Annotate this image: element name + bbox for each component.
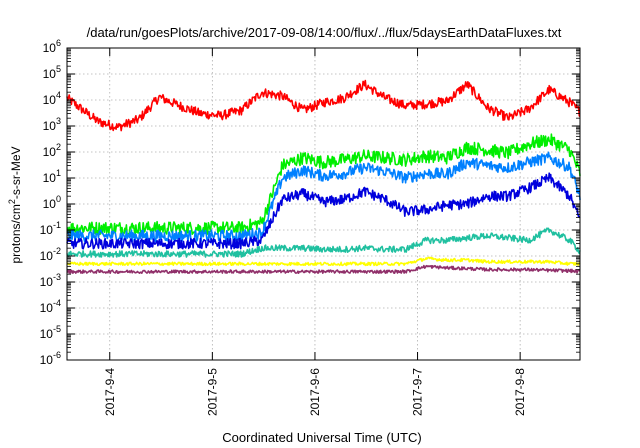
series-line-2: [66, 133, 581, 236]
y-tick-base: 10: [40, 223, 54, 237]
y-tick-label: 106: [43, 38, 61, 55]
y-tick-exp: 6: [56, 38, 61, 48]
y-tick-label: 101: [43, 168, 61, 185]
y-tick-base: 10: [43, 67, 57, 81]
y-tick-exp: 4: [56, 90, 61, 100]
series-line-7: [66, 264, 581, 275]
y-tick-label: 100: [43, 194, 61, 211]
y-tick-base: 10: [40, 353, 54, 367]
y-tick-label: 102: [43, 142, 61, 159]
y-tick-base: 10: [40, 249, 54, 263]
y-tick-label: 103: [43, 116, 61, 133]
y-tick-label: 105: [43, 64, 61, 81]
y-tick-exp: 0: [56, 194, 61, 204]
y-tick-exp: -2: [53, 246, 61, 256]
series-line-5: [66, 227, 581, 258]
y-tick-base: 10: [43, 171, 57, 185]
y-tick-label: 10-3: [40, 272, 61, 289]
y-tick-exp: -1: [53, 220, 61, 230]
y-tick-exp: -3: [53, 272, 61, 282]
y-tick-exp: -5: [53, 324, 61, 334]
y-axis-label-sup: 2: [7, 199, 17, 204]
y-tick-base: 10: [43, 119, 57, 133]
y-tick-base: 10: [40, 301, 54, 315]
series-line-3: [66, 151, 581, 243]
series-line-4: [66, 172, 581, 250]
y-tick-exp: 3: [56, 116, 61, 126]
series-layer: [66, 79, 581, 275]
y-tick-exp: 1: [56, 168, 61, 178]
series-line-6: [66, 256, 581, 267]
y-tick-label: 104: [43, 90, 61, 107]
y-tick-exp: -4: [53, 298, 61, 308]
series-line-1: [66, 79, 581, 132]
x-tick-label: 2017-9-8: [513, 368, 527, 416]
x-tick-label: 2017-9-4: [103, 368, 117, 416]
y-tick-base: 10: [40, 275, 54, 289]
y-axis-label: protons/cm2-s-sr-MeV: [7, 146, 23, 263]
y-tick-base: 10: [43, 93, 57, 107]
y-tick-label: 10-5: [40, 324, 61, 341]
y-tick-exp: -6: [53, 350, 61, 360]
x-tick-label: 2017-9-5: [205, 368, 219, 416]
y-axis-label-base: protons/cm: [9, 204, 23, 263]
y-axis: 10610510410310210110010-110-210-310-410-…: [40, 38, 580, 367]
y-axis-label-rest: -s-sr-MeV: [9, 146, 23, 199]
x-tick-label: 2017-9-6: [308, 368, 322, 416]
x-tick-label: 2017-9-7: [411, 368, 425, 416]
y-tick-exp: 2: [56, 142, 61, 152]
y-tick-base: 10: [43, 197, 57, 211]
y-tick-label: 10-1: [40, 220, 61, 237]
y-tick-label: 10-4: [40, 298, 61, 315]
y-tick-base: 10: [43, 41, 57, 55]
chart-title: /data/run/goesPlots/archive/2017-09-08/1…: [87, 25, 562, 40]
y-tick-base: 10: [43, 145, 57, 159]
y-tick-label: 10-6: [40, 350, 61, 367]
x-axis: 2017-9-4 2017-9-5 2017-9-6 2017-9-7 2017-9-8: [103, 48, 527, 416]
y-tick-label: 10-2: [40, 246, 61, 263]
x-axis-label: Coordinated Universal Time (UTC): [222, 430, 421, 445]
y-tick-exp: 5: [56, 64, 61, 74]
y-tick-base: 10: [40, 327, 54, 341]
